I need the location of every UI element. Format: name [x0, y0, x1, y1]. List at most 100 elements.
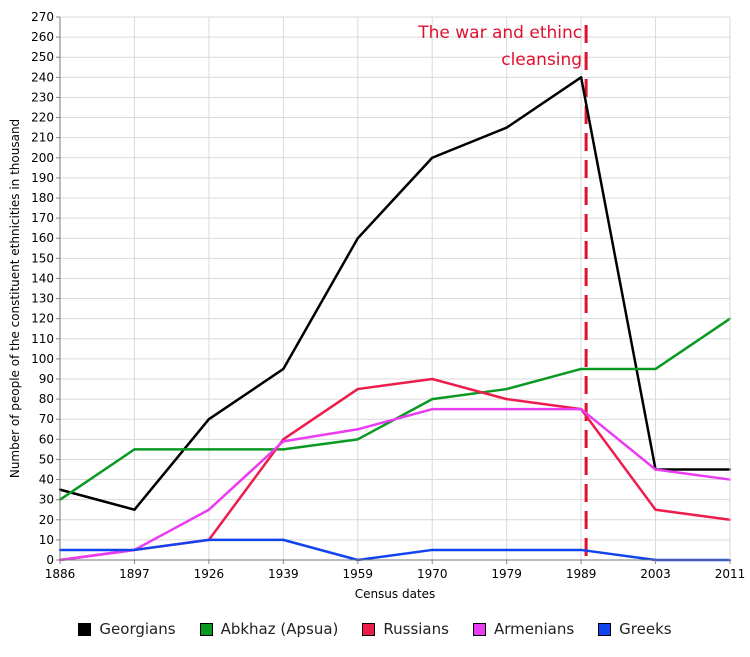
- legend-label: Greeks: [619, 620, 672, 638]
- data-point-georgians: [356, 237, 359, 240]
- y-axis-title: Number of people of the constituent ethn…: [8, 119, 22, 478]
- axes: [56, 16, 731, 564]
- legend: Georgians Abkhaz (Apsua) Russians Armenians…: [0, 612, 750, 646]
- y-tick-label: 130: [31, 292, 54, 306]
- data-point-armenians: [579, 407, 583, 411]
- y-tick-label: 90: [39, 372, 54, 386]
- line-chart: 0 10 20 30 40 50 60 70 80 90 100 110 120 130 140 150 160…: [8, 10, 746, 601]
- legend-swatch: [472, 622, 486, 636]
- x-tick-label: 1959: [343, 567, 374, 581]
- data-point-georgians: [579, 76, 583, 79]
- y-tick-label: 40: [39, 473, 54, 487]
- data-point-abkhaz-apsua: [579, 367, 583, 371]
- x-tick-label: 1886: [45, 567, 76, 581]
- series-line-greeks: [60, 538, 730, 562]
- data-point-greeks: [133, 548, 136, 552]
- legend-label: Armenians: [493, 620, 575, 638]
- x-tick-label: 1979: [491, 567, 522, 581]
- y-tick-label: 240: [31, 70, 54, 84]
- data-point-armenians: [505, 407, 508, 411]
- y-tick-label: 250: [31, 50, 54, 64]
- y-tick-label: 160: [31, 231, 54, 245]
- data-point-georgians: [207, 418, 211, 421]
- data-point-greeks: [431, 548, 434, 552]
- y-tick-label: 120: [31, 312, 54, 326]
- legend-swatch: [362, 622, 376, 636]
- series-line-georgians: [59, 76, 730, 511]
- data-point-abkhaz-apsua: [431, 397, 434, 401]
- legend-item-russians: Russians: [362, 620, 449, 638]
- data-point-armenians: [356, 428, 359, 431]
- data-point-greeks: [207, 538, 211, 542]
- series-layer: [58, 76, 732, 562]
- data-point-abkhaz-apsua: [505, 387, 508, 391]
- y-tick-label: 260: [31, 30, 54, 44]
- y-tick-label: 110: [31, 332, 54, 346]
- annotation-text-line-1: The war and ethinc: [417, 23, 582, 43]
- legend-swatch: [598, 622, 612, 636]
- x-tick-label: 1897: [119, 567, 150, 581]
- y-tick-labels: 0 10 20 30 40 50 60 70 80 90 100 110 120 130 140 150 160…: [31, 10, 54, 567]
- legend-item-georgians: Georgians: [78, 620, 176, 638]
- y-tick-label: 180: [31, 191, 54, 205]
- y-tick-label: 50: [39, 452, 54, 466]
- y-tick-label: 30: [39, 493, 54, 507]
- data-point-russians: [654, 508, 657, 511]
- y-tick-label: 70: [39, 412, 54, 426]
- legend-label: Abkhaz (Apsua): [220, 620, 339, 638]
- x-tick-label: 1989: [566, 567, 597, 581]
- annotation-text-line-2: cleansing: [501, 50, 582, 70]
- y-tick-label: 270: [31, 10, 54, 24]
- x-axis-title: Census dates: [355, 587, 436, 601]
- data-point-greeks: [579, 548, 583, 552]
- y-tick-label: 170: [31, 211, 54, 225]
- data-point-greeks: [282, 538, 285, 542]
- y-tick-label: 200: [31, 151, 54, 165]
- data-point-russians: [356, 387, 359, 391]
- series-line-armenians: [59, 407, 731, 562]
- x-tick-label: 1939: [268, 567, 299, 581]
- legend-label: Russians: [383, 620, 449, 638]
- data-point-georgians: [282, 367, 285, 371]
- data-point-russians: [431, 377, 434, 381]
- data-point-georgians: [505, 126, 508, 129]
- legend-label: Georgians: [99, 620, 176, 638]
- data-point-greeks: [505, 548, 508, 552]
- y-tick-label: 20: [39, 513, 54, 527]
- x-tick-labels: 1886 1897 1926 1939 1959 1970 1979 1989 2003 2011: [45, 567, 746, 581]
- data-point-russians: [282, 438, 285, 441]
- data-point-abkhaz-apsua: [282, 448, 285, 451]
- y-tick-label: 140: [31, 271, 54, 285]
- data-point-georgians: [133, 508, 136, 511]
- plot-area-background: [60, 17, 730, 560]
- y-tick-label: 220: [31, 111, 54, 125]
- data-point-armenians: [282, 440, 285, 443]
- x-tick-label: 2003: [640, 567, 671, 581]
- y-tick-label: 80: [39, 392, 54, 406]
- gridlines: [59, 16, 731, 561]
- data-point-abkhaz-apsua: [356, 438, 359, 441]
- y-tick-label: 60: [39, 432, 54, 446]
- y-tick-label: 190: [31, 171, 54, 185]
- data-point-armenians: [431, 407, 434, 411]
- legend-swatch: [199, 622, 213, 636]
- x-tick-label: 1926: [194, 567, 225, 581]
- data-point-abkhaz-apsua: [654, 367, 657, 371]
- x-tick-label: 1970: [417, 567, 448, 581]
- legend-item-armenians: Armenians: [472, 620, 575, 638]
- data-point-georgians: [431, 156, 434, 159]
- data-point-abkhaz-apsua: [133, 448, 136, 451]
- legend-swatch: [78, 622, 92, 636]
- data-point-abkhaz-apsua: [207, 448, 211, 451]
- y-tick-label: 10: [39, 533, 54, 547]
- y-tick-label: 150: [31, 251, 54, 265]
- y-tick-label: 210: [31, 131, 54, 145]
- data-point-armenians: [654, 468, 657, 471]
- legend-item-greeks: Greeks: [598, 620, 672, 638]
- y-tick-label: 100: [31, 352, 54, 366]
- data-point-armenians: [207, 508, 211, 511]
- y-tick-label: 230: [31, 90, 54, 104]
- data-point-russians: [505, 397, 508, 401]
- x-tick-label: 2011: [715, 567, 746, 581]
- y-tick-label: 0: [46, 553, 54, 567]
